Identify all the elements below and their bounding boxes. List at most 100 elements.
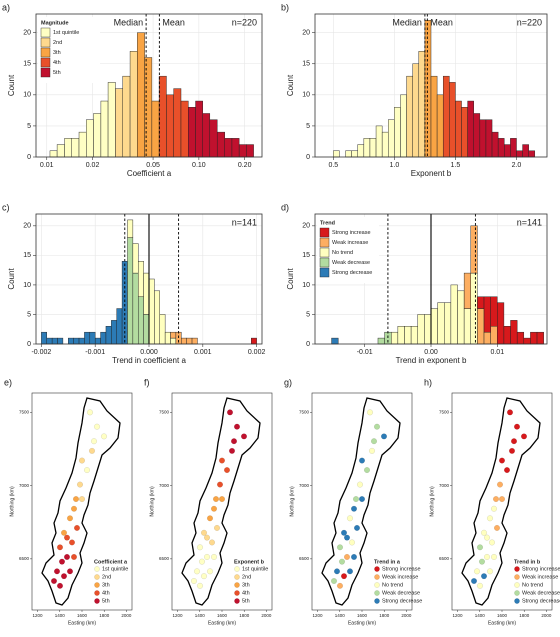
bar: [461, 107, 468, 158]
bar: [442, 75, 450, 158]
x-tick-label: 1200: [453, 613, 464, 618]
legend-label: 2nd: [53, 40, 62, 46]
station-point: [374, 423, 380, 430]
x-tick-label: 0.10: [192, 162, 206, 169]
station-point: [479, 558, 485, 565]
bar: [331, 337, 339, 345]
bar: [404, 326, 412, 345]
bar: [105, 326, 112, 345]
legend-swatch: [514, 582, 520, 588]
bar: [417, 314, 425, 345]
legend-label: Strong increase: [522, 566, 560, 572]
legend-swatch: [374, 574, 380, 580]
bar: [186, 337, 193, 345]
bar: [57, 337, 64, 345]
bar: [64, 138, 72, 158]
bar: [251, 337, 257, 345]
legend-swatch: [319, 267, 330, 278]
station-point: [337, 544, 343, 551]
station-point: [349, 539, 355, 546]
bar: [78, 131, 87, 158]
y-tick-label: 7000: [159, 483, 170, 488]
legend-label: 3th: [242, 582, 250, 588]
bar: [148, 278, 155, 345]
station-point: [364, 467, 370, 474]
station-point: [351, 505, 357, 512]
station-point: [207, 515, 213, 522]
y-tick-label: 20: [302, 29, 310, 36]
station-point: [209, 539, 215, 546]
bar: [351, 150, 358, 158]
x-tick-label: 0.00: [424, 349, 438, 356]
station-point: [79, 496, 85, 503]
panel-label: d): [281, 202, 289, 212]
bar: [181, 337, 187, 345]
bar: [410, 326, 418, 345]
x-tick-label: 1600: [77, 613, 88, 618]
legend-label: Strong decrease: [332, 270, 372, 276]
bar: [450, 284, 458, 345]
panel-label: f): [144, 377, 150, 387]
x-tick-label: 0.002: [248, 349, 266, 356]
legend-swatch: [40, 27, 51, 38]
station-point: [477, 582, 483, 589]
legend-title: Coefficient a: [94, 559, 128, 565]
station-point: [217, 481, 223, 488]
y-tick-label: 5: [27, 123, 31, 130]
legend-label: 3th: [53, 50, 61, 56]
y-tick-label: 10: [23, 282, 31, 289]
legend-label: Strong decrease: [522, 598, 560, 604]
x-tick-label: 1.5: [451, 162, 461, 169]
y-tick-label: 0: [27, 154, 31, 161]
bar: [394, 107, 401, 158]
bar: [457, 290, 465, 345]
station-point: [347, 568, 353, 575]
bar: [154, 290, 160, 345]
y-tick-label: 7000: [19, 483, 30, 488]
legend-label: No trend: [382, 582, 403, 588]
plot-border: [35, 13, 263, 158]
legend-label: No trend: [332, 250, 353, 256]
bar: [430, 75, 438, 158]
bar: [483, 296, 491, 333]
bar: [503, 326, 511, 345]
legend-swatch: [94, 590, 100, 596]
legend-label: 5th: [53, 70, 61, 76]
bar: [490, 296, 498, 327]
bar: [536, 331, 544, 345]
annotation: n=220: [517, 17, 542, 27]
bar: [89, 331, 96, 345]
station-point: [61, 573, 67, 580]
legend-swatch: [94, 598, 100, 604]
bar: [137, 32, 145, 158]
line-label: Median: [114, 17, 144, 27]
station-point: [481, 529, 487, 536]
bar: [94, 337, 101, 345]
bar: [491, 131, 499, 158]
station-point: [84, 467, 90, 474]
line-label: Mean: [430, 17, 453, 27]
legend-label: 3th: [102, 582, 110, 588]
bar: [530, 331, 538, 345]
x-tick-label: 0.001: [194, 349, 212, 356]
legend-label: Strong increase: [332, 230, 371, 236]
station-point: [341, 573, 347, 580]
x-tick-label: 2000: [541, 613, 552, 618]
x-tick-label: 2000: [261, 613, 272, 618]
legend-swatch: [319, 227, 330, 238]
bar: [363, 138, 371, 158]
panel-label: c): [2, 202, 10, 212]
bar: [463, 308, 471, 345]
station-point: [59, 558, 65, 565]
bar: [138, 261, 144, 297]
x-axis-label: Trend in exponent b: [396, 356, 467, 365]
plot-border: [35, 213, 263, 345]
station-point: [241, 433, 247, 440]
station-point: [87, 409, 93, 416]
legend-label: Weak decrease: [522, 590, 560, 596]
station-point: [359, 496, 365, 503]
station-point: [213, 496, 219, 503]
station-point: [487, 568, 493, 575]
station-point: [67, 568, 73, 575]
annotation: n=141: [232, 217, 257, 227]
